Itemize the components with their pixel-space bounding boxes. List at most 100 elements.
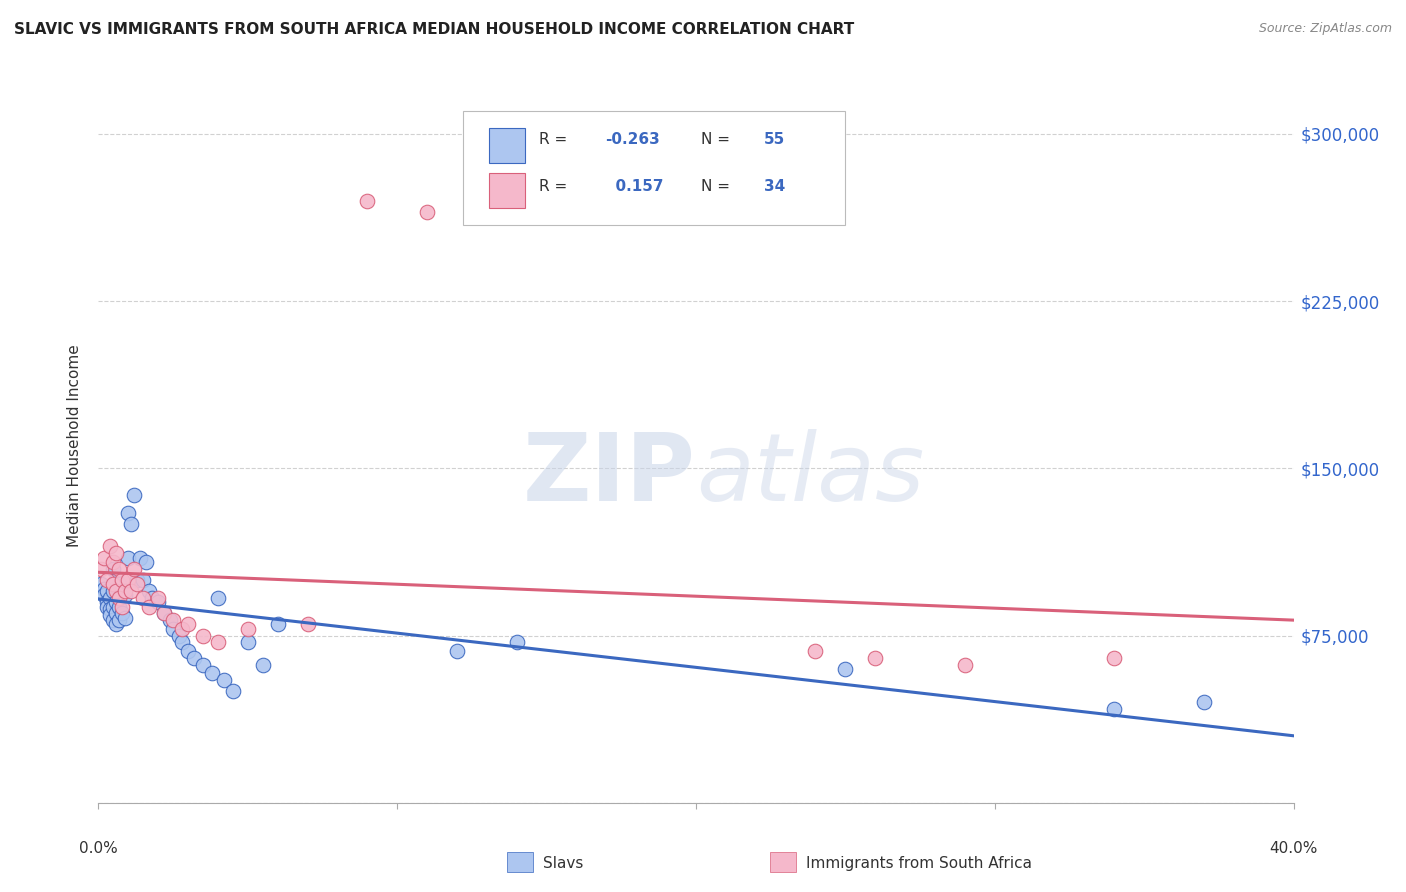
Y-axis label: Median Household Income: Median Household Income: [67, 344, 83, 548]
Point: [138, 599, 160, 614]
Point: [111, 607, 134, 621]
Point: [222, 684, 245, 698]
Text: N =: N =: [700, 132, 734, 147]
Point: [111, 599, 134, 614]
Point: [148, 591, 170, 605]
Point: [865, 651, 887, 665]
Point: [148, 595, 170, 609]
Point: [191, 628, 214, 642]
Point: [177, 617, 200, 632]
Point: [105, 546, 128, 560]
Point: [1104, 702, 1126, 716]
Point: [96, 573, 118, 587]
Text: -0.263: -0.263: [605, 132, 659, 147]
Text: N =: N =: [700, 179, 734, 194]
Point: [207, 635, 229, 649]
Point: [127, 577, 149, 591]
Point: [96, 599, 118, 614]
Point: [105, 573, 128, 587]
Bar: [489, 173, 524, 208]
Point: [111, 583, 134, 598]
Point: [103, 555, 125, 569]
Point: [100, 591, 122, 605]
Point: [108, 562, 131, 576]
Point: [506, 635, 529, 649]
Point: [1192, 696, 1215, 710]
Point: [93, 550, 115, 565]
Point: [108, 599, 131, 614]
Text: ZIP: ZIP: [523, 428, 696, 521]
Point: [162, 613, 184, 627]
Point: [1104, 651, 1126, 665]
Point: [201, 666, 224, 681]
Point: [129, 550, 152, 565]
Point: [212, 673, 235, 687]
Point: [183, 651, 205, 665]
Point: [172, 622, 194, 636]
Point: [108, 613, 131, 627]
Point: [356, 194, 378, 208]
Point: [114, 589, 136, 603]
Point: [124, 562, 146, 576]
Point: [127, 573, 149, 587]
Point: [93, 589, 115, 603]
Point: [117, 506, 139, 520]
Point: [105, 595, 128, 609]
Point: [953, 657, 976, 672]
Point: [167, 628, 190, 642]
Text: 0.0%: 0.0%: [79, 841, 118, 855]
Bar: [489, 128, 524, 162]
Point: [172, 635, 194, 649]
Point: [108, 577, 131, 591]
Point: [153, 607, 176, 621]
Point: [834, 662, 856, 676]
Point: [114, 583, 136, 598]
Point: [103, 562, 125, 576]
Text: Immigrants from South Africa: Immigrants from South Africa: [806, 856, 1032, 871]
Point: [207, 591, 229, 605]
Text: R =: R =: [540, 179, 572, 194]
Text: atlas: atlas: [696, 429, 924, 520]
Point: [124, 488, 146, 502]
Point: [100, 608, 122, 623]
Point: [191, 657, 214, 672]
Point: [96, 595, 118, 609]
Point: [105, 617, 128, 632]
Point: [138, 583, 160, 598]
Point: [252, 657, 274, 672]
Point: [159, 613, 181, 627]
Point: [103, 613, 125, 627]
Text: Slavs: Slavs: [543, 856, 583, 871]
Point: [141, 591, 163, 605]
Point: [236, 622, 259, 636]
Text: 34: 34: [763, 179, 786, 194]
Bar: [508, 852, 533, 872]
Point: [108, 591, 131, 605]
Point: [236, 635, 259, 649]
Text: 0.157: 0.157: [605, 179, 664, 194]
Point: [804, 644, 827, 658]
Text: Source: ZipAtlas.com: Source: ZipAtlas.com: [1258, 22, 1392, 36]
Point: [114, 610, 136, 624]
Point: [162, 622, 184, 636]
Point: [105, 583, 128, 598]
Point: [93, 582, 115, 596]
Point: [103, 583, 125, 598]
Point: [132, 573, 155, 587]
Point: [100, 539, 122, 553]
Point: [103, 599, 125, 614]
Point: [416, 204, 439, 219]
FancyBboxPatch shape: [463, 111, 845, 225]
Point: [120, 583, 142, 598]
Text: R =: R =: [540, 132, 572, 147]
Text: 55: 55: [763, 132, 786, 147]
Point: [120, 517, 142, 532]
Point: [100, 601, 122, 615]
Text: 40.0%: 40.0%: [1270, 841, 1317, 855]
Point: [153, 607, 176, 621]
Point: [117, 550, 139, 565]
Point: [90, 577, 112, 591]
Point: [90, 562, 112, 576]
Point: [132, 591, 155, 605]
Point: [111, 573, 134, 587]
